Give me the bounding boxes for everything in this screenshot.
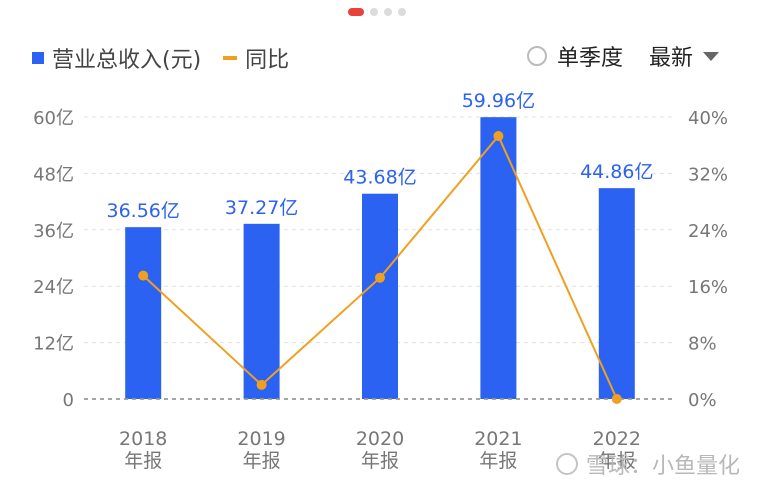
x-tick-label-period: 年报 [479,450,517,472]
caret-down-icon[interactable] [703,51,719,61]
yoy-point [138,270,149,281]
right-y-tick-label: 40% [688,108,728,129]
yoy-point [493,131,504,142]
chart-legend: 营业总收入(元) 同比 [32,42,289,74]
snowball-logo-icon [556,453,578,475]
watermark: 雪球：小鱼量化 [556,448,740,480]
bar [125,227,162,399]
x-tick-label-year: 2020 [356,428,404,450]
x-tick-label-period: 年报 [243,450,281,472]
pager-dot-active[interactable] [348,8,364,16]
x-tick-label-period: 年报 [361,450,399,472]
left-y-tick-label: 12亿 [33,334,74,355]
sort-label[interactable]: 最新 [648,46,693,71]
yoy-point [375,272,385,283]
pager-dot[interactable] [398,8,406,16]
x-tick-label-year: 2019 [237,428,285,450]
yoy-point [256,379,267,390]
yoy-point [611,394,622,404]
left-y-tick-label: 24亿 [33,277,74,298]
right-y-tick-label: 32% [688,164,728,185]
line-legend-label[interactable]: 同比 [245,48,290,73]
bar-legend-label[interactable]: 营业总收入(元) [52,48,202,73]
bar-legend-swatch [32,52,44,64]
right-y-tick-label: 16% [688,277,728,298]
bar [480,117,517,400]
x-tick-label-year: 2021 [474,428,522,450]
bar [598,188,635,399]
bar [243,223,280,399]
carousel-pager [348,8,406,16]
chart-controls: 单季度 最新 [526,40,719,72]
bar-value-label: 43.68亿 [343,167,416,189]
bar [362,193,398,399]
radio-icon[interactable] [526,46,547,66]
sort-dropdown[interactable]: 最新 [649,40,719,72]
watermark-text: 雪球：小鱼量化 [586,454,741,479]
bar-value-label: 59.96亿 [462,90,535,112]
pager-dot[interactable] [370,8,378,16]
line-legend-swatch [223,56,238,60]
left-y-tick-label: 60亿 [33,108,74,129]
right-y-tick-label: 24% [688,221,728,242]
x-tick-label-year: 2022 [593,428,641,450]
quarter-toggle-label[interactable]: 单季度 [556,46,623,71]
right-y-tick-label: 8% [688,334,717,355]
bar-value-label: 37.27亿 [225,197,298,219]
bar-value-label: 44.86亿 [580,161,653,183]
x-tick-label-year: 2018 [119,428,167,450]
x-tick-label-period: 年报 [124,450,162,472]
right-y-tick-label: 0% [688,390,717,411]
left-y-tick-label: 0 [63,390,74,411]
left-y-tick-label: 36亿 [33,221,74,242]
left-y-tick-label: 48亿 [33,164,74,185]
pager-dot[interactable] [384,8,392,16]
bar-value-label: 36.56亿 [106,200,179,222]
x-tick-label-period: 年报 [598,450,636,472]
